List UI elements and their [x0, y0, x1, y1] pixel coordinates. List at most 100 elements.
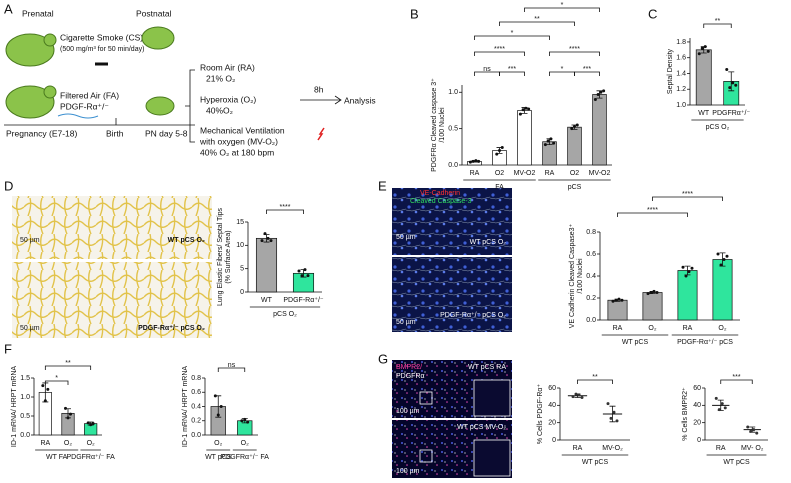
data-point	[593, 98, 597, 102]
panel-letter: D	[4, 178, 13, 193]
panel-letter: B	[410, 6, 419, 21]
data-point	[549, 137, 553, 141]
significance-bracket	[44, 365, 92, 370]
y-tick-label: 0.8	[586, 229, 596, 236]
panel-letter: E	[378, 178, 387, 193]
data-point	[687, 270, 691, 274]
stain-label: Cleaved Caspase-3	[410, 198, 472, 205]
significance-label: **	[592, 374, 598, 381]
panel-letter: C	[648, 6, 657, 21]
significance-label: *	[561, 2, 564, 9]
y-tick-label: 0.5	[20, 413, 30, 420]
data-point	[521, 108, 525, 112]
data-point	[749, 429, 753, 433]
x-tick-label: O₂	[87, 440, 95, 447]
y-axis-label: ID-1 mRNA/ HRPT mRNA	[182, 366, 189, 447]
data-point	[716, 252, 720, 256]
panel-letter: A	[4, 1, 13, 16]
data-point	[43, 399, 47, 403]
significance-label: ****	[569, 46, 580, 53]
x-tick-label: RA	[40, 440, 50, 447]
data-point	[614, 298, 618, 302]
y-tick-label: 0.0	[586, 317, 596, 324]
data-point	[703, 45, 707, 49]
group-label: WT pCS	[723, 459, 750, 466]
x-tick-label: RA	[545, 170, 555, 177]
data-point	[498, 148, 501, 152]
data-point	[652, 289, 656, 293]
image-label: PDGF-Rα⁺/⁻ pCS O₂	[138, 325, 205, 332]
data-point	[719, 263, 723, 267]
axis	[704, 388, 768, 441]
data-point	[725, 254, 729, 258]
mouse-icon	[5, 33, 55, 67]
group-label: PDGF-Rα⁺/⁻ pCS	[677, 339, 733, 346]
label: (500 mg/m³ for 50 min/day)	[60, 46, 144, 53]
x-tick-label: MV-O2	[589, 170, 611, 177]
data-point	[246, 420, 250, 424]
bar	[255, 237, 278, 293]
data-point	[596, 92, 600, 96]
data-point	[263, 232, 267, 236]
stain-label: BMPR2/	[396, 364, 422, 371]
data-point	[606, 402, 610, 406]
y-tick-label: 1.5	[20, 375, 30, 382]
y-tick-label: 5	[240, 266, 244, 273]
y-tick-label: 1.4	[676, 70, 686, 77]
data-point	[46, 387, 50, 391]
y-tick-label: 60	[693, 385, 701, 392]
scale-label: 50 µm	[396, 234, 416, 241]
inset-box	[419, 449, 433, 463]
data-point	[260, 239, 264, 243]
group-label: pCS O₂	[706, 124, 730, 131]
y-tick-label: 0	[552, 437, 556, 444]
data-point	[300, 274, 304, 278]
mouse-icon	[43, 33, 57, 47]
data-point	[546, 139, 550, 143]
data-point	[474, 159, 478, 163]
significance-label: ***	[508, 66, 516, 73]
scale-label: 100 µm	[396, 468, 420, 475]
data-point	[617, 297, 621, 301]
significance-label: *	[55, 375, 58, 382]
significance-bracket	[499, 21, 575, 26]
y-tick-label: 0.6	[586, 251, 596, 258]
y-tick-label: 0.0	[191, 432, 201, 439]
y-tick-label: 0.5	[448, 125, 458, 132]
data-point	[717, 408, 721, 412]
label: Room Air (RA)	[200, 62, 255, 72]
group-label: PDGFRα⁺/⁻ FA	[66, 454, 115, 461]
significance-label: ***	[732, 374, 740, 381]
mouse-icon	[43, 85, 57, 99]
data-point	[700, 46, 704, 50]
data-point	[269, 239, 273, 243]
x-tick-label: WT	[261, 297, 273, 304]
significance-label: *	[511, 30, 514, 37]
ventilator-icon	[317, 127, 325, 141]
significance-label: ****	[682, 191, 693, 198]
y-axis-label: VE Cadherin Cleaved Caspase3⁺	[569, 223, 576, 328]
data-point	[68, 412, 72, 416]
y-axis-label: Septal Density	[667, 48, 674, 94]
group-label: WT pCS	[582, 459, 609, 466]
y-tick-label: 0.2	[586, 295, 596, 302]
y-tick-label: 15	[236, 219, 244, 226]
y-axis-label: /100 Nuclei	[577, 258, 584, 293]
data-point	[580, 396, 584, 400]
y-axis-label: % Cells BMPR2⁺	[682, 387, 689, 441]
data-point	[471, 159, 475, 163]
label: PN day 5-8	[145, 128, 188, 138]
label: with oxygen (MV-O₂)	[199, 136, 278, 146]
significance-bracket	[574, 71, 600, 76]
data-point	[577, 393, 581, 397]
data-point	[216, 413, 220, 417]
scale-label: 50 µm	[396, 319, 416, 326]
x-tick-label: WT	[698, 110, 710, 117]
significance-bracket	[549, 51, 600, 56]
y-tick-label: 0.6	[191, 389, 201, 396]
data-point	[615, 419, 619, 423]
data-point	[64, 406, 68, 410]
y-axis-label: Lung Elastic Fibers/ Septal Tips	[217, 207, 224, 306]
arrow	[300, 95, 342, 105]
data-point	[684, 274, 688, 278]
